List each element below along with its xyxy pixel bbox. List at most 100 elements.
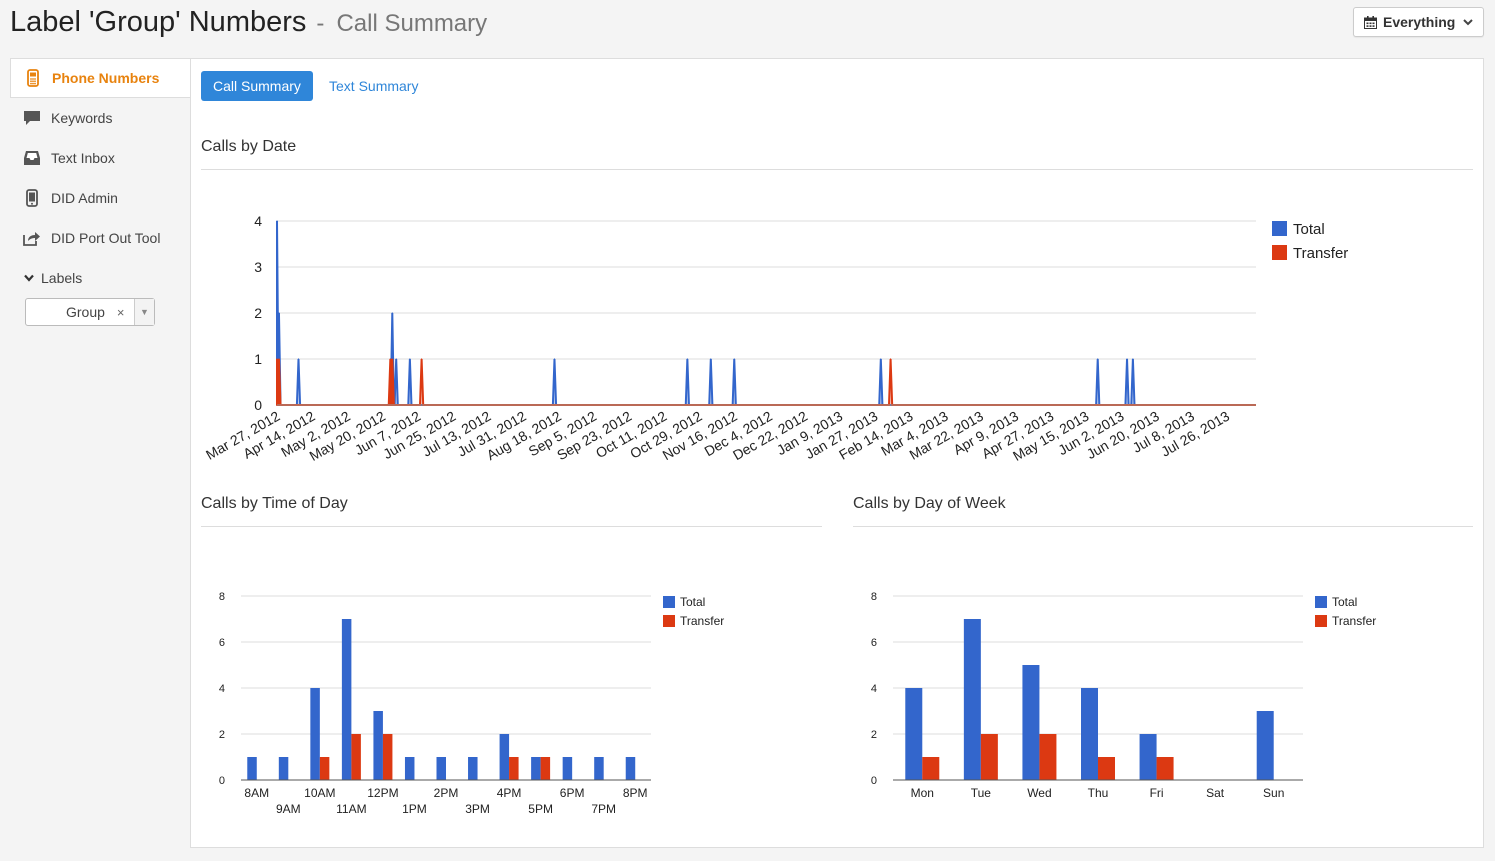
y-tick-label: 6 (219, 637, 225, 649)
x-tick-label: 1PM (402, 802, 427, 816)
title-separator: - (316, 10, 325, 37)
dropdown-arrow-icon[interactable]: ▼ (134, 299, 154, 325)
x-tick-label: Wed (1027, 786, 1051, 800)
calls-by-week-chart: 0 2 4 6 8 Mon Tue Wed Thu Fri Sat Sun Total Transfer (871, 591, 1376, 800)
x-tick-label: Tue (971, 786, 992, 800)
total-bar (341, 619, 352, 780)
sidebar-item-phone-numbers[interactable]: Phone Numbers (10, 58, 191, 98)
total-series-point (276, 220, 278, 222)
sidebar-item-label: Text Inbox (51, 150, 115, 166)
transfer-bar (1098, 757, 1115, 780)
tab-text-summary[interactable]: Text Summary (329, 78, 419, 94)
sidebar-item-label: Keywords (51, 110, 113, 126)
total-series-point (395, 358, 397, 360)
y-tick-label: 4 (254, 213, 262, 229)
chevron-down-icon (24, 274, 34, 282)
y-tick-label: 2 (871, 729, 877, 741)
total-series-point (278, 312, 280, 314)
main-panel: Call Summary Text Summary Calls by Date … (190, 58, 1484, 848)
sidebar-item-label: DID Port Out Tool (51, 230, 161, 246)
total-series-point (391, 312, 393, 314)
y-tick-label: 0 (219, 775, 225, 787)
x-tick-label: 9AM (276, 802, 301, 816)
legend-label: Total (680, 595, 705, 609)
total-bar (531, 757, 541, 780)
total-bar (373, 711, 383, 780)
calendar-icon (1364, 15, 1377, 29)
page-title: Label 'Group' Numbers - Call Summary (10, 6, 487, 39)
section-divider (853, 526, 1473, 527)
y-tick-label: 8 (219, 591, 225, 603)
legend-label: Transfer (1332, 614, 1376, 628)
calls-by-date-heading: Calls by Date (201, 138, 297, 155)
x-tick-label: Mon (911, 786, 934, 800)
total-bar (1139, 734, 1157, 780)
transfer-bar (382, 734, 393, 780)
phone-icon (23, 68, 43, 88)
transfer-bar (1156, 757, 1174, 780)
sidebar-item-keywords[interactable]: Keywords (10, 98, 191, 138)
transfer-series-point (276, 358, 278, 360)
y-tick-label: 1 (254, 351, 262, 367)
y-tick-label: 2 (254, 305, 262, 321)
x-tick-label: 3PM (465, 802, 490, 816)
y-tick-label: 2 (219, 729, 225, 741)
transfer-bar (509, 757, 519, 780)
page-subtitle: Call Summary (336, 10, 488, 37)
sidebar-item-did-admin[interactable]: DID Admin (10, 178, 191, 218)
total-series-point (297, 358, 300, 360)
total-bar (1022, 665, 1040, 780)
total-series-point (1126, 358, 1128, 360)
label-group-select[interactable]: Group × ▼ (25, 298, 155, 326)
total-bar (562, 757, 573, 780)
sidebar-item-text-inbox[interactable]: Text Inbox (10, 138, 191, 178)
y-tick-label: 8 (871, 591, 877, 603)
clear-label-button[interactable]: × (116, 304, 125, 320)
x-tick-label: 2PM (434, 786, 459, 800)
date-range-label: Everything (1383, 14, 1456, 30)
total-series-point (880, 358, 882, 360)
transfer-bar (319, 757, 330, 780)
transfer-series-point (421, 358, 423, 360)
x-tick-label: 7PM (591, 802, 616, 816)
y-tick-label: 4 (219, 683, 225, 695)
x-tick-label: Thu (1088, 786, 1109, 800)
total-series-point (733, 358, 735, 360)
legend-swatch (1272, 245, 1287, 260)
transfer-bar (980, 734, 998, 780)
legend-swatch (1315, 615, 1327, 627)
labels-toggle[interactable]: Labels (10, 258, 191, 298)
total-bar (404, 757, 415, 780)
transfer-series-line (276, 358, 1256, 406)
y-tick-label: 3 (254, 259, 262, 275)
sidebar-item-did-port-out-tool[interactable]: DID Port Out Tool (10, 218, 191, 258)
legend-swatch (1315, 596, 1327, 608)
total-bar (278, 757, 289, 780)
total-bar (1256, 711, 1274, 780)
x-tick-label: 11AM (336, 802, 366, 816)
inbox-icon (22, 148, 42, 168)
mobile-device-icon (22, 188, 42, 208)
x-tick-label: 5PM (528, 802, 553, 816)
total-bar (247, 757, 257, 780)
labels-heading: Labels (41, 270, 83, 286)
x-tick-label: 6PM (560, 786, 585, 800)
x-tick-label: 10AM (304, 786, 335, 800)
share-arrow-icon (22, 228, 42, 248)
y-tick-label: 0 (871, 775, 877, 787)
total-bar (594, 757, 604, 780)
tab-call-summary[interactable]: Call Summary (201, 71, 313, 101)
total-bar (625, 757, 636, 780)
legend-label: Transfer (1293, 245, 1348, 262)
x-tick-label: 4PM (497, 786, 522, 800)
legend-swatch (1272, 221, 1287, 236)
legend-label: Total (1293, 221, 1325, 238)
x-tick-label: Sun (1263, 786, 1284, 800)
date-range-dropdown[interactable]: Everything (1353, 7, 1484, 37)
label-group-value: Group (66, 304, 105, 320)
y-tick-label: 0 (254, 397, 262, 413)
total-bar (468, 757, 478, 780)
sidebar: Phone Numbers Keywords Text Inbox DID Ad… (10, 58, 191, 326)
total-bar (905, 688, 923, 780)
